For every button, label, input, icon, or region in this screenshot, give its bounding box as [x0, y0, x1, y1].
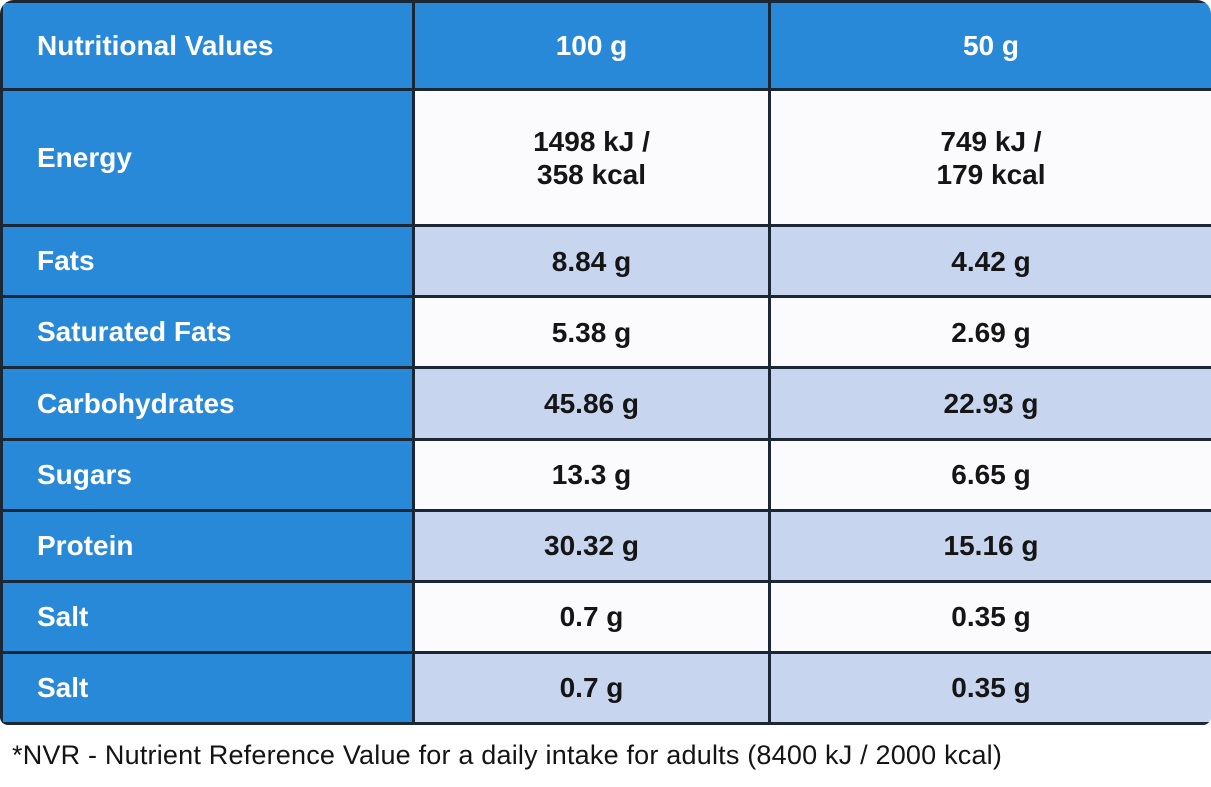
value-salt-2-50g: 0.35 g	[768, 650, 1211, 725]
table-row-protein: Protein 30.32 g 15.16 g	[0, 508, 1211, 583]
row-label-salt-1: Salt	[0, 579, 415, 654]
value-sugars-100g: 13.3 g	[412, 437, 771, 512]
header-50g: 50 g	[768, 0, 1211, 91]
value-saturated-fats-100g: 5.38 g	[412, 295, 771, 370]
row-label-carbohydrates: Carbohydrates	[0, 366, 415, 441]
value-protein-100g: 30.32 g	[412, 508, 771, 583]
value-fats-100g: 8.84 g	[412, 224, 771, 299]
nvr-footnote: *NVR - Nutrient Reference Value for a da…	[12, 740, 1003, 770]
nutrition-table: Nutritional Values 100 g 50 g Energy 149…	[0, 0, 1211, 725]
value-sugars-50g: 6.65 g	[768, 437, 1211, 512]
value-salt-2-100g: 0.7 g	[412, 650, 771, 725]
value-energy-50g: 749 kJ / 179 kcal	[768, 87, 1211, 228]
row-label-saturated-fats: Saturated Fats	[0, 295, 415, 370]
value-salt-1-50g: 0.35 g	[768, 579, 1211, 654]
value-energy-100g: 1498 kJ / 358 kcal	[412, 87, 771, 228]
row-label-protein: Protein	[0, 508, 415, 583]
value-carbohydrates-100g: 45.86 g	[412, 366, 771, 441]
row-label-salt-2: Salt	[0, 650, 415, 725]
table-row-saturated-fats: Saturated Fats 5.38 g 2.69 g	[0, 295, 1211, 370]
table-row-energy: Energy 1498 kJ / 358 kcal 749 kJ / 179 k…	[0, 87, 1211, 228]
table-row-salt-2: Salt 0.7 g 0.35 g	[0, 650, 1211, 725]
value-carbohydrates-50g: 22.93 g	[768, 366, 1211, 441]
table-row-carbohydrates: Carbohydrates 45.86 g 22.93 g	[0, 366, 1211, 441]
row-label-sugars: Sugars	[0, 437, 415, 512]
table-row-sugars: Sugars 13.3 g 6.65 g	[0, 437, 1211, 512]
row-label-energy: Energy	[0, 87, 415, 228]
nutrition-table-wrapper: Nutritional Values 100 g 50 g Energy 149…	[0, 0, 1211, 725]
header-nutritional-values: Nutritional Values	[0, 0, 415, 91]
row-label-fats: Fats	[0, 224, 415, 299]
value-saturated-fats-50g: 2.69 g	[768, 295, 1211, 370]
value-fats-50g: 4.42 g	[768, 224, 1211, 299]
value-protein-50g: 15.16 g	[768, 508, 1211, 583]
table-row-fats: Fats 8.84 g 4.42 g	[0, 224, 1211, 299]
header-100g: 100 g	[412, 0, 771, 91]
table-row-salt-1: Salt 0.7 g 0.35 g	[0, 579, 1211, 654]
value-salt-1-100g: 0.7 g	[412, 579, 771, 654]
header-row: Nutritional Values 100 g 50 g	[0, 0, 1211, 91]
